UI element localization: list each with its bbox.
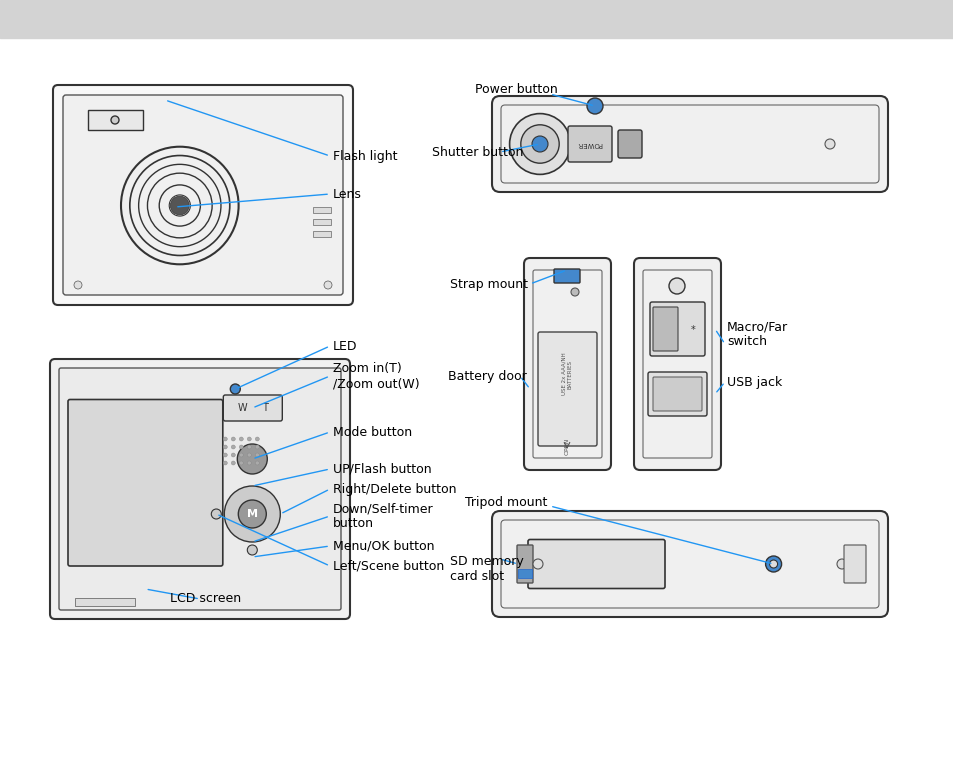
Circle shape [668,278,684,294]
Circle shape [255,445,259,449]
FancyBboxPatch shape [554,269,579,283]
Bar [88,110,143,130]
Bar [75,598,135,606]
Circle shape [769,560,777,568]
Circle shape [324,281,332,289]
FancyBboxPatch shape [223,395,282,421]
FancyBboxPatch shape [634,258,720,470]
Text: Power button: Power button [475,83,558,96]
Text: Flash light: Flash light [333,150,397,163]
Circle shape [239,453,243,457]
Text: UP/Flash button: UP/Flash button [333,462,431,475]
FancyBboxPatch shape [68,400,223,566]
Text: Zoom in(T)
/Zoom out(W): Zoom in(T) /Zoom out(W) [333,362,419,390]
Circle shape [223,445,227,449]
Circle shape [586,98,602,114]
FancyBboxPatch shape [59,368,340,610]
Circle shape [111,116,119,124]
FancyBboxPatch shape [652,377,701,411]
Circle shape [247,461,251,465]
Circle shape [571,288,578,296]
FancyBboxPatch shape [527,539,664,588]
Circle shape [533,559,542,569]
Bar [517,568,532,578]
Text: Battery door: Battery door [448,370,526,383]
Circle shape [223,437,227,441]
Circle shape [74,281,82,289]
Text: LED: LED [333,339,357,352]
Circle shape [231,453,235,457]
Text: Right/Delete button: Right/Delete button [333,483,456,496]
Text: Down/Self-timer
button: Down/Self-timer button [333,502,434,530]
FancyBboxPatch shape [567,126,612,162]
Circle shape [824,139,834,149]
FancyBboxPatch shape [523,258,610,470]
Circle shape [247,445,251,449]
Circle shape [231,461,235,465]
Text: *: * [690,325,695,335]
Circle shape [223,461,227,465]
Circle shape [765,556,781,572]
Circle shape [247,545,257,555]
Text: M: M [247,509,257,519]
Text: Mode button: Mode button [333,426,412,439]
Text: LCD screen: LCD screen [170,593,241,606]
Text: Macro/Far
switch: Macro/Far switch [726,320,787,348]
Circle shape [211,509,221,519]
Text: Menu/OK button: Menu/OK button [333,539,434,552]
FancyBboxPatch shape [618,130,641,158]
FancyBboxPatch shape [53,85,353,305]
Text: USE 2x AAA/NH
BATTERIES: USE 2x AAA/NH BATTERIES [561,353,572,396]
FancyBboxPatch shape [843,545,865,583]
Circle shape [247,437,251,441]
Circle shape [239,437,243,441]
Circle shape [247,453,251,457]
Circle shape [255,453,259,457]
Text: OPEN: OPEN [564,437,569,455]
Circle shape [255,437,259,441]
FancyBboxPatch shape [647,372,706,416]
Bar [313,231,331,237]
Circle shape [231,445,235,449]
Circle shape [230,384,240,394]
FancyBboxPatch shape [492,511,887,617]
Bar [313,207,331,213]
FancyBboxPatch shape [517,545,533,583]
FancyBboxPatch shape [652,307,678,351]
Circle shape [239,445,243,449]
Circle shape [238,500,266,528]
Circle shape [224,486,280,542]
Circle shape [237,444,267,474]
Text: Strap mount: Strap mount [450,277,527,290]
Text: W: W [237,403,247,413]
Text: POWER: POWER [577,141,602,147]
Text: SD memory
card slot: SD memory card slot [450,555,523,583]
Text: T: T [262,403,268,413]
Circle shape [532,136,547,152]
Circle shape [171,196,189,215]
Text: USB jack: USB jack [726,375,781,389]
FancyBboxPatch shape [537,332,597,446]
Text: Shutter button: Shutter button [432,145,523,158]
Bar [313,219,331,225]
FancyBboxPatch shape [492,96,887,192]
Circle shape [231,437,235,441]
Circle shape [836,559,846,569]
FancyBboxPatch shape [50,359,350,619]
Circle shape [223,453,227,457]
Circle shape [239,461,243,465]
Bar [0,0,953,38]
Circle shape [509,114,570,174]
FancyBboxPatch shape [649,302,704,356]
Text: Lens: Lens [333,187,361,200]
FancyBboxPatch shape [63,95,343,295]
Text: Left/Scene button: Left/Scene button [333,559,444,572]
Text: Tripod mount: Tripod mount [464,496,547,509]
Circle shape [520,125,558,163]
Circle shape [255,461,259,465]
